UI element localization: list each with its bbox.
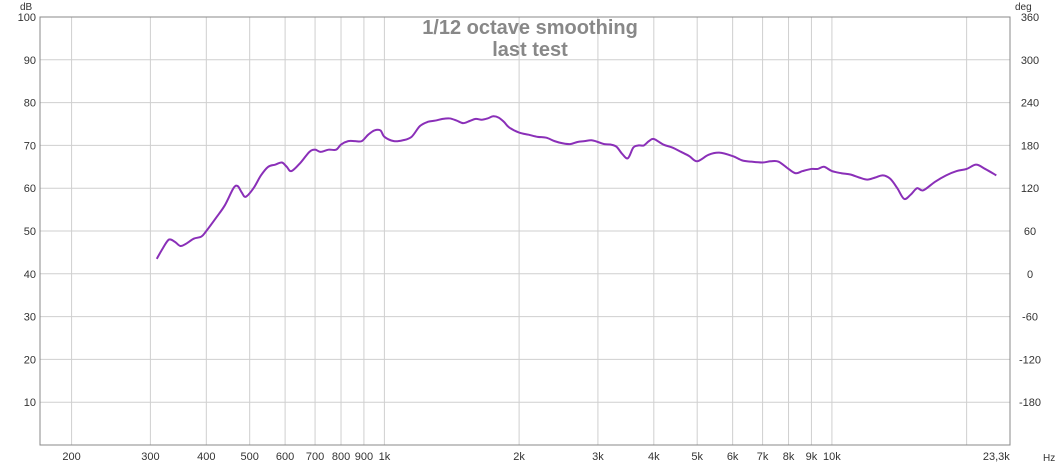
x-tick-label: 600	[276, 451, 294, 463]
y-gridlines	[40, 16, 1010, 403]
y2-tick-label: -120	[1019, 354, 1041, 366]
y2-tick-label: 240	[1021, 98, 1039, 110]
x-tick-label: 9k	[806, 451, 818, 463]
chart-subtitle: last test	[492, 39, 568, 61]
x-tick-label: 800	[332, 451, 350, 463]
y2-tick-label: 60	[1024, 226, 1036, 238]
x-tick-label: 4k	[648, 451, 660, 463]
x-tick-label: 1k	[379, 451, 391, 463]
y-tick-label: 80	[24, 98, 36, 110]
y2-tick-label: -60	[1022, 312, 1038, 324]
x-axis-tick-labels: 200 300 400 500 600 700 800 900 1k 2k 3k 4k 5k 6k 7k 8k…	[62, 451, 1010, 463]
x-tick-label: 3k	[592, 451, 604, 463]
x-tick-label: 200	[62, 451, 80, 463]
x-tick-label: 8k	[783, 451, 795, 463]
y-tick-label: 50	[24, 226, 36, 238]
series-layer	[155, 115, 997, 260]
y-axis-unit-right: deg	[1015, 2, 1032, 13]
x-tick-label: 6k	[727, 451, 739, 463]
y-tick-label: 90	[24, 55, 36, 67]
y-tick-label: 100	[18, 12, 36, 24]
y2-tick-label: 120	[1021, 183, 1039, 195]
y-axis-unit-left: dB	[20, 2, 33, 13]
x-tick-label: 10k	[823, 451, 841, 463]
y2-tick-label: -180	[1019, 397, 1041, 409]
y2-tick-label: 180	[1021, 140, 1039, 152]
y-tick-label: 30	[24, 312, 36, 324]
plot-border	[39, 16, 1011, 446]
x-tick-label: 900	[355, 451, 373, 463]
x-tick-label: 700	[306, 451, 324, 463]
y-tick-label: 60	[24, 183, 36, 195]
y-axis-right-tick-labels: -180 -120 -60 0 60 120 180 240 300 360	[1019, 12, 1041, 409]
y-tick-label: 20	[24, 354, 36, 366]
y2-tick-label: 0	[1027, 269, 1033, 281]
x-tick-label: 500	[240, 451, 258, 463]
x-tick-label: 2k	[513, 451, 525, 463]
x-tick-label: 400	[197, 451, 215, 463]
series-line	[155, 115, 997, 260]
y-tick-label: 40	[24, 269, 36, 281]
chart-title: 1/12 octave smoothing	[422, 17, 638, 39]
y-tick-label: 10	[24, 397, 36, 409]
x-tick-label: 23,3k	[983, 451, 1010, 463]
y2-tick-label: 360	[1021, 12, 1039, 24]
x-axis-unit: Hz	[1043, 453, 1055, 464]
x-tick-label: 5k	[691, 451, 703, 463]
x-tick-label: 7k	[757, 451, 769, 463]
y-tick-label: 70	[24, 140, 36, 152]
x-tick-label: 300	[141, 451, 159, 463]
y2-tick-label: 300	[1021, 55, 1039, 67]
y-axis-left-tick-labels: 10 20 30 40 50 60 70 80 90 100	[18, 12, 36, 409]
